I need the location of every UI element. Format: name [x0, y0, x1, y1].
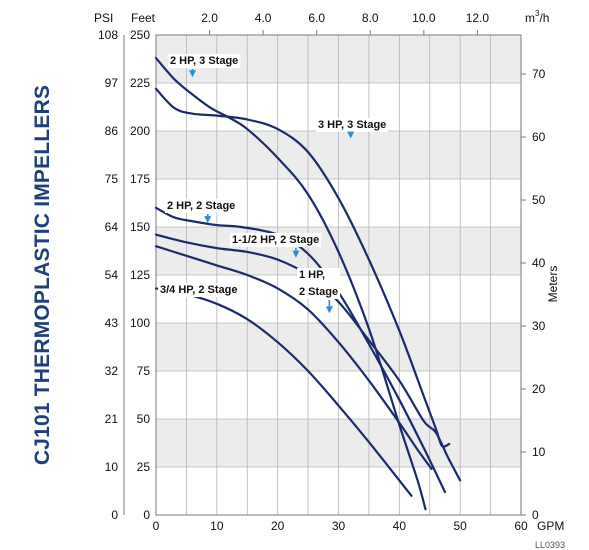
x-tick-label: 0	[153, 519, 160, 533]
curve-labels: 2 HP, 3 Stage 3 HP, 3 Stage 2 HP, 2 Stage 1…	[158, 54, 389, 314]
curve-label-arrow	[325, 300, 333, 314]
figure-id: LL0393	[535, 540, 565, 550]
top-tick-label: 12.0	[466, 11, 490, 25]
x-tick-label: 30	[332, 519, 346, 533]
curve-label-arrow	[189, 69, 196, 78]
curve-label-group: 2 HP, 3 Stage	[168, 54, 241, 68]
plot-frame	[155, 34, 522, 516]
psi-tick-label: 97	[105, 76, 119, 90]
psi-tick-label: 10	[105, 460, 119, 474]
psi-tick-label: 64	[105, 220, 119, 234]
feet-tick-label: 25	[137, 460, 151, 474]
feet-tick-label: 125	[130, 268, 150, 282]
curve-label-background	[168, 54, 241, 68]
x-tick-label: 60	[514, 519, 528, 533]
feet-tick-label: 200	[130, 124, 150, 138]
curve-series-6	[154, 287, 413, 497]
arrow-head	[347, 131, 355, 139]
arrow-head	[325, 306, 333, 314]
curve-label-background	[165, 199, 238, 213]
curve-label-arrow	[347, 131, 355, 139]
curve-label: 3/4 HP, 2 Stage	[160, 284, 237, 296]
x-tick-label: 10	[210, 519, 224, 533]
psi-tick-label: 32	[105, 364, 119, 378]
meters-tick-label: 10	[532, 445, 546, 459]
feet-tick-label: 225	[130, 76, 150, 90]
x-tick-label: 40	[393, 519, 407, 533]
curve-label-group: 1 HP, 2 Stage	[297, 268, 341, 299]
curve-label-group: 3 HP, 3 Stage	[316, 118, 389, 132]
feet-tick-label: 150	[130, 220, 150, 234]
tick-labels: 0 10 20 30 40 50 60 GPM 2.0 4.0 6.0 8.0 10.0 12.0 m3/h…	[94, 9, 565, 550]
curve-label-group: 1-1/2 HP, 2 Stage	[230, 233, 322, 247]
top-tick-label: 4.0	[255, 11, 272, 25]
meters-tick-label: 60	[532, 130, 546, 144]
feet-axis-unit: Feet	[131, 11, 156, 25]
meters-tick-label: 50	[532, 193, 546, 207]
feet-tick-label: 175	[130, 172, 150, 186]
curve-series-5	[154, 245, 433, 471]
top-tick-label: 2.0	[201, 11, 218, 25]
psi-tick-label: 108	[98, 28, 118, 42]
feet-tick-label: 50	[137, 412, 151, 426]
feet-tick-label: 0	[143, 508, 150, 522]
curve-label-background	[158, 283, 240, 297]
psi-tick-label: 86	[105, 124, 119, 138]
curve-label: 1 HP,	[299, 269, 325, 281]
curve-label-arrow	[204, 214, 212, 224]
curve-label-group: 3/4 HP, 2 Stage	[158, 283, 240, 297]
meters-tick-label: 20	[532, 382, 546, 396]
x-tick-label: 20	[271, 519, 285, 533]
psi-tick-label: 54	[105, 268, 119, 282]
curve-label-background	[316, 118, 389, 132]
psi-tick-label: 0	[111, 508, 118, 522]
meters-tick-label: 40	[532, 256, 546, 270]
meters-tick-label: 70	[532, 67, 546, 81]
curve-series-2	[154, 87, 451, 448]
curve-label: 3 HP, 3 Stage	[318, 119, 386, 131]
top-axis-unit: m3/h	[525, 9, 549, 25]
meters-tick-label: 30	[532, 319, 546, 333]
curve-series-4	[154, 233, 462, 482]
curve-label-background	[230, 233, 322, 247]
meters-axis-unit: Meters	[546, 266, 560, 303]
curve-label-group: 2 HP, 2 Stage	[165, 199, 238, 213]
psi-tick-label: 21	[105, 412, 119, 426]
axes	[123, 30, 526, 516]
psi-axis-unit: PSI	[94, 11, 113, 25]
meters-tick-label: 0	[532, 508, 539, 522]
arrow-head	[204, 216, 212, 224]
curve-label-line2: 2 Stage	[299, 286, 338, 298]
top-tick-label: 8.0	[362, 11, 379, 25]
feet-tick-label: 250	[130, 28, 150, 42]
feet-tick-label: 75	[137, 364, 151, 378]
curve-label: 1-1/2 HP, 2 Stage	[232, 234, 319, 246]
curve-label: 2 HP, 2 Stage	[167, 200, 235, 212]
x-tick-label: 50	[453, 519, 467, 533]
arrow-head	[189, 70, 196, 78]
psi-tick-label: 75	[105, 172, 119, 186]
psi-tick-label: 43	[105, 316, 119, 330]
curve-label-arrow	[292, 248, 300, 258]
x-axis-unit: GPM	[537, 519, 564, 533]
feet-tick-label: 100	[130, 316, 150, 330]
arrow-head	[292, 250, 300, 258]
top-tick-label: 6.0	[308, 11, 325, 25]
top-tick-label: 10.0	[412, 11, 436, 25]
curve-label-background	[297, 268, 341, 299]
curve-label: 2 HP, 3 Stage	[170, 55, 238, 67]
chart-title: CJ101 THERMOPLASTIC IMPELLERS	[31, 84, 54, 466]
